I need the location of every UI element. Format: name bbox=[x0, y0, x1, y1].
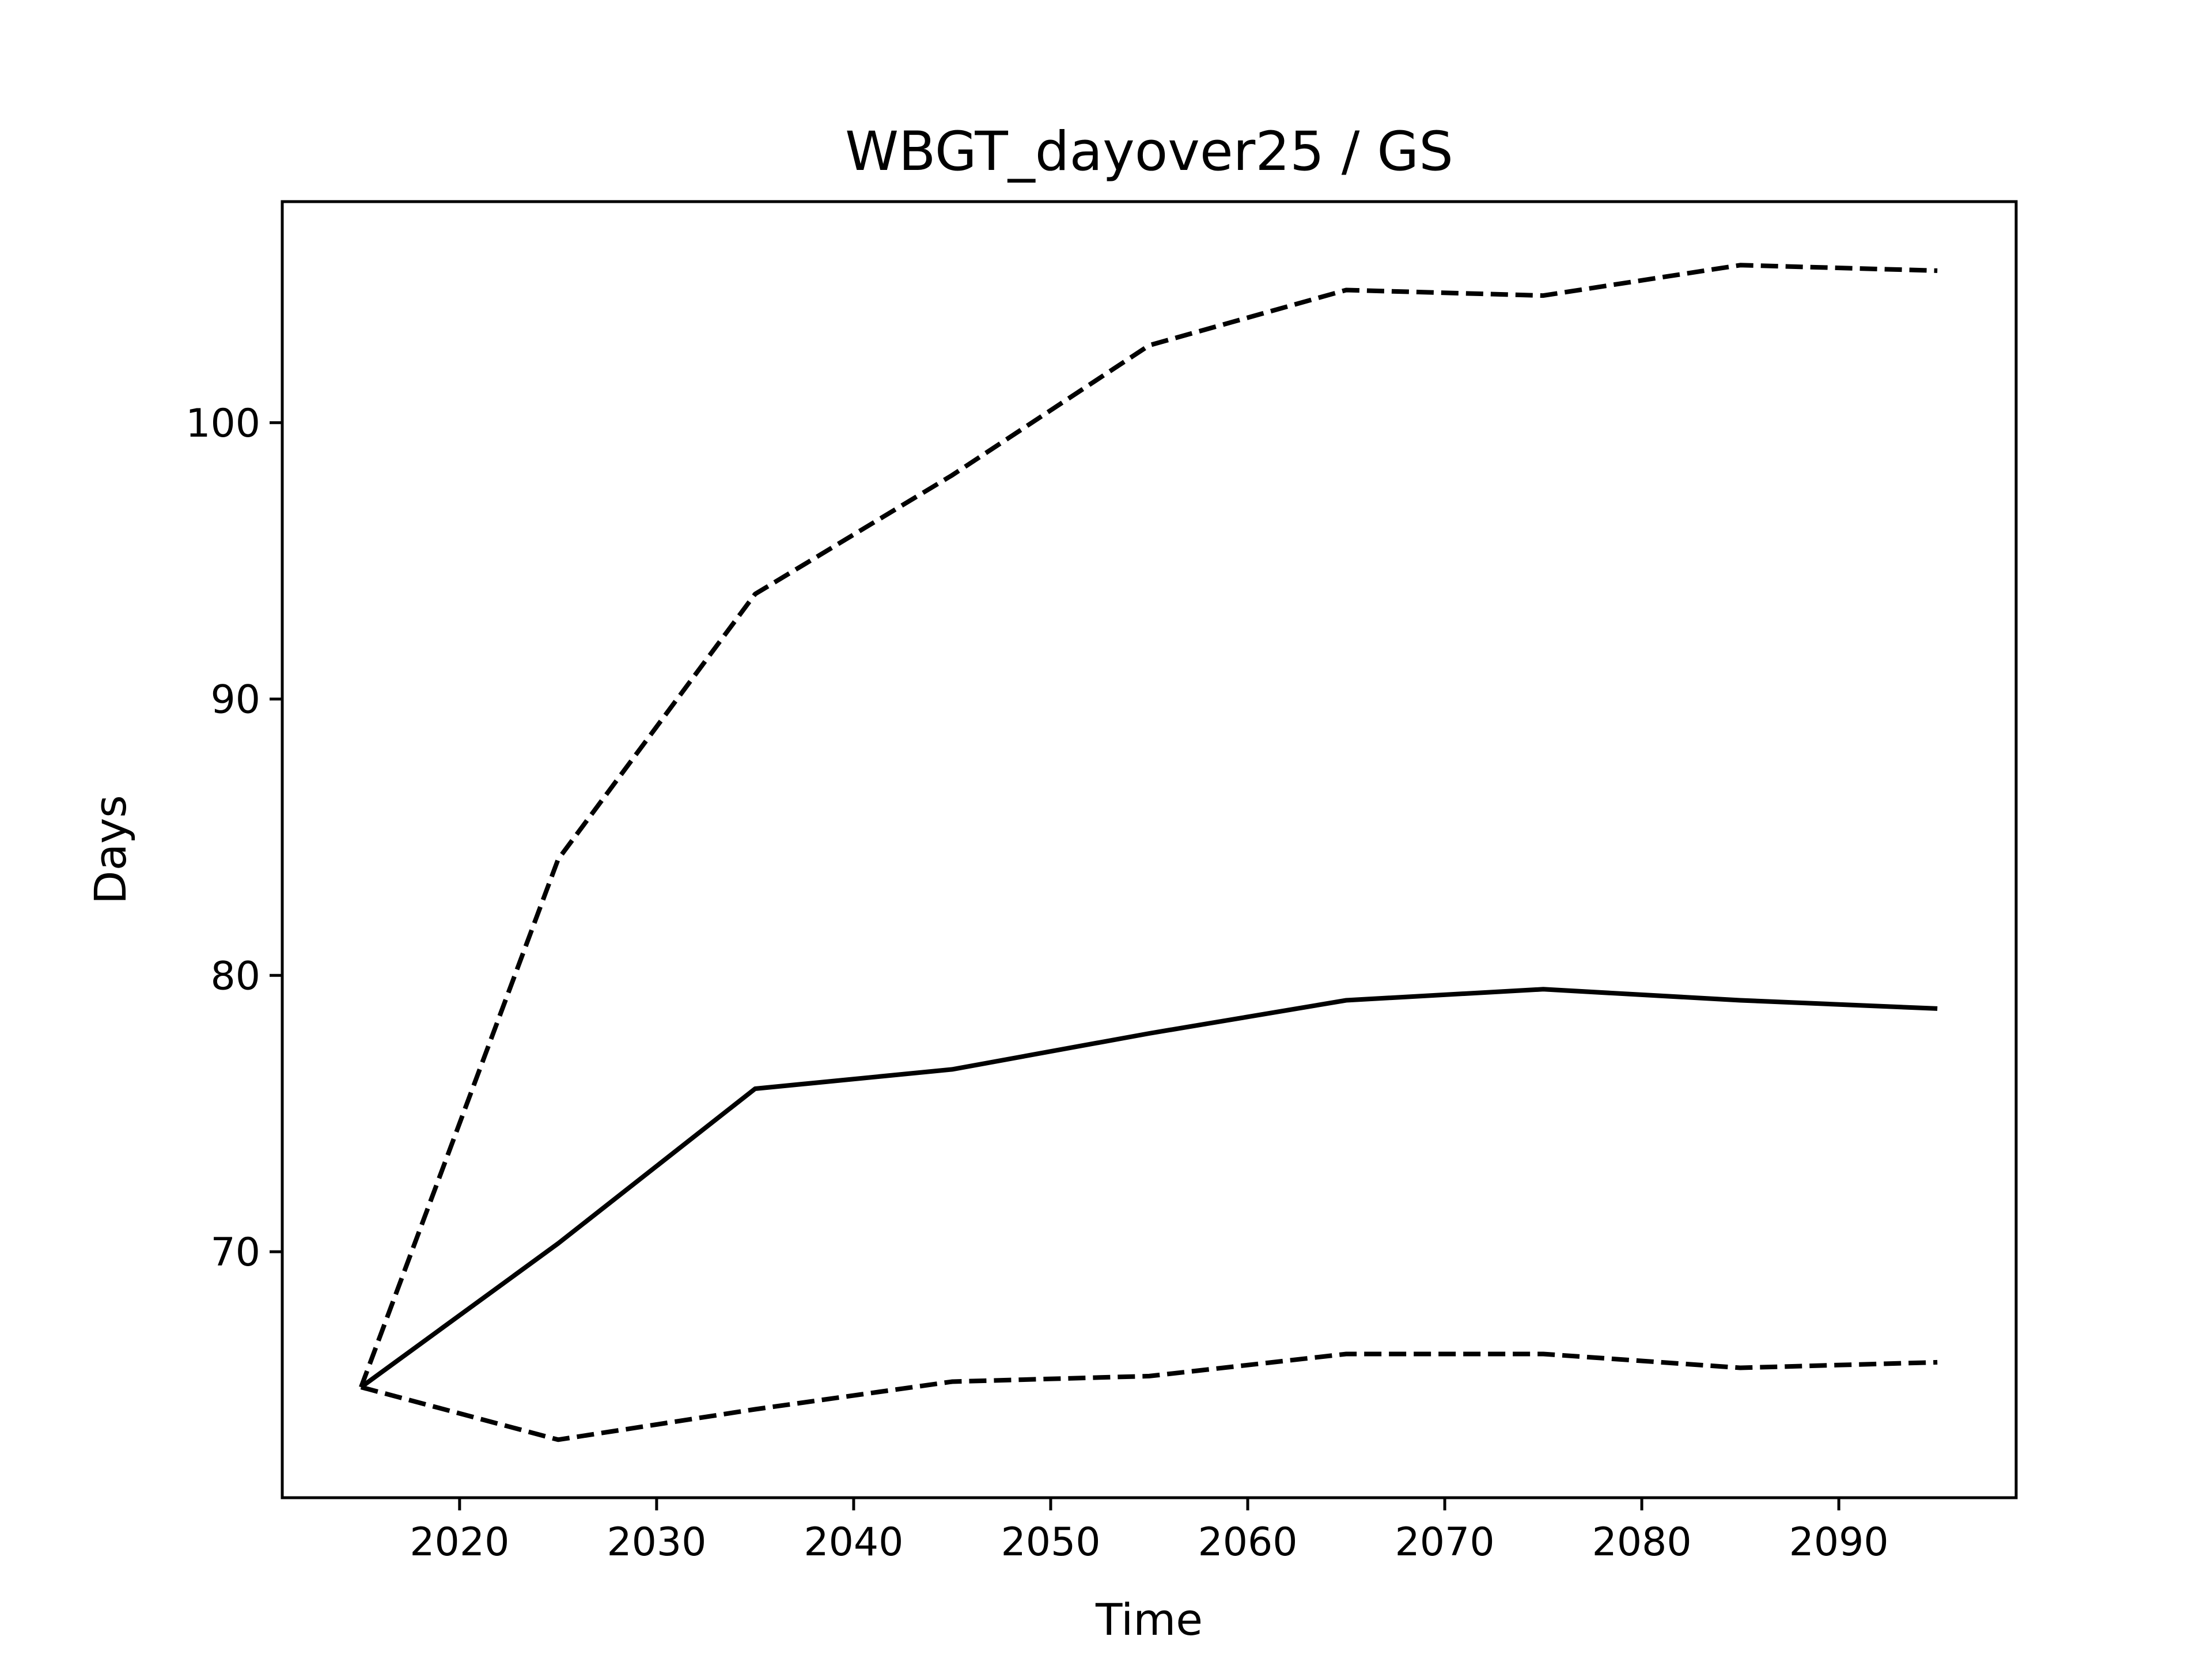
series-line-1 bbox=[359, 987, 1938, 1389]
y-tick-label: 80 bbox=[210, 953, 260, 999]
x-tick-label: 2060 bbox=[1198, 1520, 1297, 1565]
y-tick-label: 90 bbox=[210, 677, 260, 723]
x-tick-label: 2020 bbox=[410, 1520, 509, 1565]
y-axis: 70 80 90 100 bbox=[185, 401, 282, 1275]
x-tick-label: 2080 bbox=[1592, 1520, 1692, 1565]
x-axis-label: Time bbox=[1095, 1594, 1203, 1645]
x-tick-label: 2090 bbox=[1789, 1520, 1889, 1565]
series-line-2 bbox=[359, 263, 1938, 1388]
x-axis: 2020 2030 2040 2050 2060 2070 2080 2090 bbox=[410, 1498, 1889, 1565]
plot-area bbox=[359, 263, 1938, 1442]
x-tick-label: 2050 bbox=[1001, 1520, 1100, 1565]
y-tick-label: 70 bbox=[210, 1230, 260, 1275]
x-tick-label: 2070 bbox=[1395, 1520, 1495, 1565]
x-tick-label: 2040 bbox=[804, 1520, 903, 1565]
series-line-3 bbox=[360, 1351, 1938, 1442]
plot-frame bbox=[281, 200, 2018, 1499]
chart-title: WBGT_dayover25 / GS bbox=[845, 120, 1453, 183]
x-tick-label: 2030 bbox=[607, 1520, 706, 1565]
y-tick-label: 100 bbox=[185, 401, 260, 446]
y-axis-label: Days bbox=[85, 795, 136, 904]
